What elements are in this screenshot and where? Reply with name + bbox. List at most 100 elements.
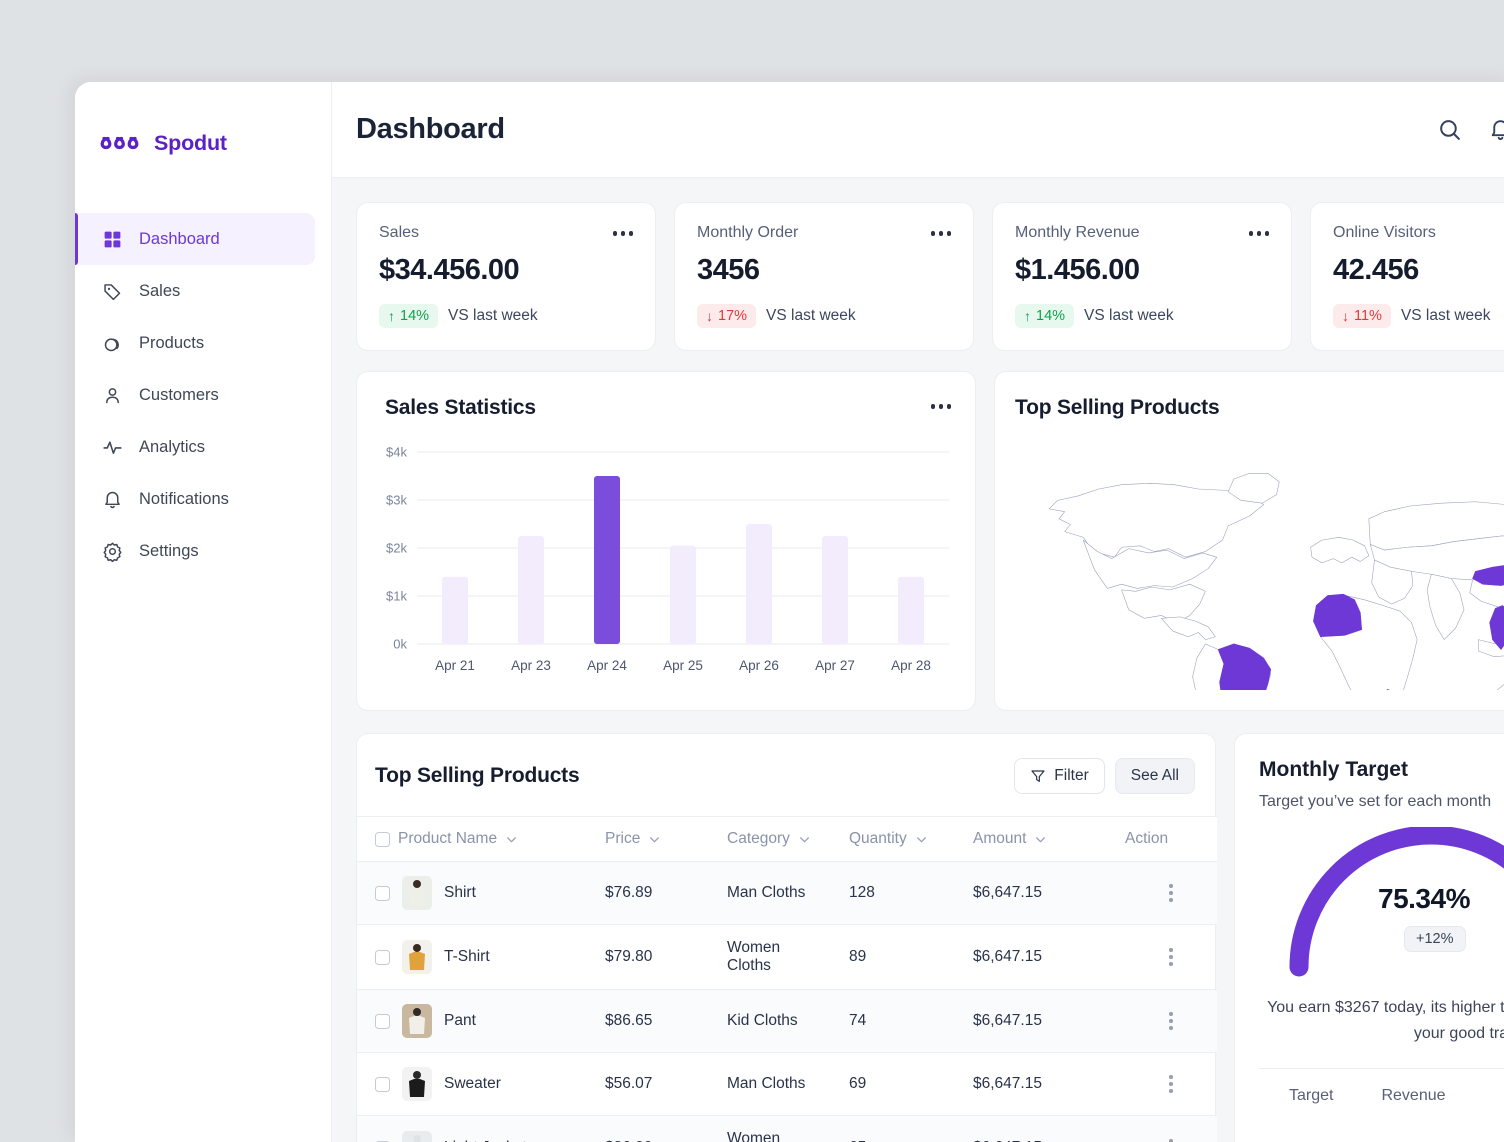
filter-button[interactable]: Filter — [1014, 758, 1104, 794]
activity-icon — [102, 437, 123, 458]
stat-label: Monthly Order — [697, 224, 798, 242]
arrow-down-icon: ↓ — [1342, 309, 1349, 323]
cell-product-name: Pant — [357, 990, 605, 1053]
legend-item-target: Target — [1289, 1087, 1333, 1105]
stat-delta-value: 14% — [400, 308, 429, 324]
tag-icon — [102, 281, 123, 302]
select-all-checkbox[interactable] — [375, 832, 390, 847]
stat-delta-badge: ↓ 17% — [697, 304, 756, 328]
chart-bar[interactable] — [746, 524, 772, 644]
legend-item-revenue: Revenue — [1381, 1087, 1445, 1105]
sidebar-item-settings[interactable]: Settings — [75, 525, 315, 577]
stat-comparison-label: VS last week — [448, 307, 538, 325]
sidebar-item-analytics[interactable]: Analytics — [75, 421, 315, 473]
chevron-down-icon[interactable] — [915, 833, 928, 846]
search-icon[interactable] — [1437, 117, 1462, 142]
more-horizontal-icon[interactable] — [613, 224, 634, 236]
sidebar-item-notifications[interactable]: Notifications — [75, 473, 315, 525]
row-checkbox[interactable] — [375, 1014, 390, 1029]
chevron-down-icon[interactable] — [648, 833, 661, 846]
brand-name: Spodut — [154, 131, 227, 156]
product-thumbnail — [402, 1067, 432, 1101]
cell-price: $56.07 — [605, 1053, 727, 1116]
cell-quantity: 65 — [849, 1116, 973, 1142]
stat-delta-badge: ↓ 11% — [1333, 304, 1391, 328]
sidebar-item-label: Notifications — [139, 490, 229, 509]
row-menu-icon[interactable] — [1169, 884, 1173, 902]
row-menu-icon[interactable] — [1169, 1012, 1173, 1030]
row-checkbox[interactable] — [375, 950, 390, 965]
stat-label: Online Visitors — [1333, 224, 1436, 242]
row-checkbox[interactable] — [375, 1077, 390, 1092]
sales-statistics-title: Sales Statistics — [385, 396, 536, 420]
chevron-down-icon[interactable] — [505, 833, 518, 846]
cell-action — [1125, 862, 1217, 925]
y-axis-tick-label: $3k — [386, 493, 407, 508]
column-label: Price — [605, 830, 640, 848]
column-label: Category — [727, 830, 790, 848]
sidebar-item-label: Products — [139, 334, 204, 353]
sidebar-item-sales[interactable]: Sales — [75, 265, 315, 317]
chart-bar[interactable] — [670, 546, 696, 644]
row-checkbox[interactable] — [375, 886, 390, 901]
chart-bar[interactable] — [518, 536, 544, 644]
more-horizontal-icon[interactable] — [931, 396, 952, 409]
sidebar-item-dashboard[interactable]: Dashboard — [75, 213, 315, 265]
y-axis-tick-label: $2k — [386, 541, 407, 556]
more-horizontal-icon[interactable] — [931, 224, 952, 236]
products-table: Product Name Price — [357, 816, 1217, 1142]
chart-bar[interactable] — [594, 476, 620, 644]
bell-icon — [1488, 117, 1504, 142]
stat-value: 42.456 — [1333, 254, 1504, 287]
cell-action — [1125, 925, 1217, 990]
column-label: Action — [1125, 830, 1168, 848]
monthly-target-title: Monthly Target — [1259, 758, 1504, 782]
stat-value: $1.456.00 — [1015, 254, 1269, 287]
stat-comparison-label: VS last week — [1084, 307, 1174, 325]
see-all-button[interactable]: See All — [1115, 758, 1195, 794]
x-axis-tick-label: Apr 26 — [739, 658, 779, 673]
stat-card-sales: Sales $34.456.00 ↑ 14% VS last week — [356, 202, 656, 351]
table-row[interactable]: Light Jacket$36.00Women Cloths65$6,647.1… — [357, 1116, 1217, 1142]
chart-bar[interactable] — [898, 577, 924, 644]
sidebar-item-products[interactable]: Products — [75, 317, 315, 369]
product-name: T-Shirt — [444, 948, 490, 966]
brand[interactable]: Spodut — [75, 120, 331, 166]
chevron-down-icon[interactable] — [798, 833, 811, 846]
column-quantity: Quantity — [849, 817, 973, 862]
x-axis-tick-label: Apr 27 — [815, 658, 855, 673]
cell-quantity: 89 — [849, 925, 973, 990]
cell-product-name: Sweater — [357, 1053, 605, 1116]
more-horizontal-icon[interactable] — [1249, 224, 1270, 236]
cell-category: Man Cloths — [727, 862, 849, 925]
notifications-button[interactable] — [1488, 117, 1504, 142]
row-menu-icon[interactable] — [1169, 1075, 1173, 1093]
cell-category: Man Cloths — [727, 1053, 849, 1116]
stat-delta-value: 11% — [1354, 308, 1382, 324]
sidebar-nav: Dashboard Sales Products — [75, 213, 331, 577]
cell-amount: $6,647.15 — [973, 990, 1125, 1053]
monthly-target-gauge: 75.34% +12% — [1259, 827, 1504, 977]
stat-delta-badge: ↑ 14% — [379, 304, 438, 328]
user-icon — [102, 385, 123, 406]
product-thumbnail — [402, 1004, 432, 1038]
cell-amount: $6,647.15 — [973, 925, 1125, 990]
product-thumbnail — [402, 940, 432, 974]
sidebar-item-customers[interactable]: Customers — [75, 369, 315, 421]
chart-bar[interactable] — [442, 577, 468, 644]
row-menu-icon[interactable] — [1169, 948, 1173, 966]
sidebar: Spodut Dashboard Sales — [75, 82, 332, 1142]
sidebar-item-label: Sales — [139, 282, 180, 301]
x-axis-tick-label: Apr 24 — [587, 658, 627, 673]
stat-delta-value: 14% — [1036, 308, 1065, 324]
arrow-up-icon: ↑ — [1024, 309, 1031, 323]
chart-bar[interactable] — [822, 536, 848, 644]
chevron-down-icon[interactable] — [1034, 833, 1047, 846]
cell-price: $86.65 — [605, 990, 727, 1053]
